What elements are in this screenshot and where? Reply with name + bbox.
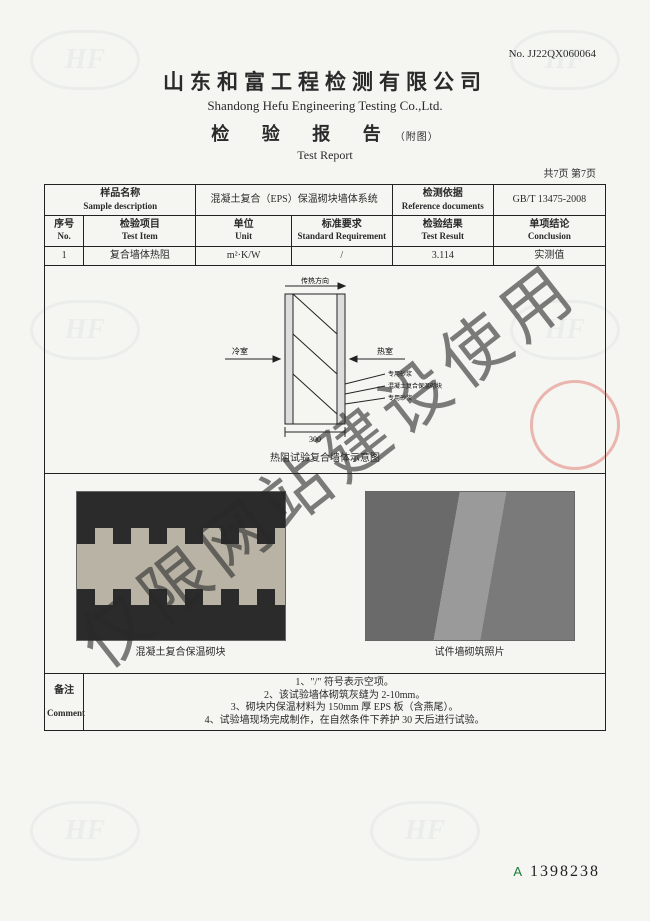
header-unit-cn: 单位 — [198, 219, 288, 232]
diagram-layer-1: 专用砂浆 — [388, 370, 412, 378]
header-item: 检验项目 Test Item — [84, 215, 196, 246]
header-std-cn: 标准要求 — [294, 219, 390, 232]
header-sample-en: Sample description — [47, 201, 193, 212]
comment-label-en: Comment — [47, 708, 81, 719]
comment-line: 1、"/" 符号表示空项。 — [86, 677, 603, 690]
company-name-en: Shandong Hefu Engineering Testing Co.,Lt… — [44, 98, 606, 114]
diagram-cold: 冷室 — [232, 346, 248, 356]
header-sample-cn: 样品名称 — [47, 188, 193, 201]
header-ref-cn: 检测依据 — [395, 188, 491, 201]
photos-cell: 混凝土复合保温砌块 试件墙砌筑照片 — [45, 474, 606, 674]
diagram-width: 300 — [309, 435, 321, 444]
header-ref: 检测依据 Reference documents — [392, 185, 493, 216]
header-unit: 单位 Unit — [196, 215, 291, 246]
diagram-layer-3: 专用砂浆 — [388, 394, 412, 402]
comment-label-cn: 备注 — [47, 685, 81, 698]
table-row: 备注 Comment 1、"/" 符号表示空项。 2、该试验墙体砌筑灰缝为 2-… — [45, 674, 606, 731]
header-concl: 单项结论 Conclusion — [493, 215, 605, 246]
comment-line: 4、试验墙现场完成制作，在自然条件下养护 30 天后进行试验。 — [86, 715, 603, 728]
header-ref-en: Reference documents — [395, 201, 491, 212]
cell-result: 3.114 — [392, 246, 493, 266]
report-title-annex: （附图） — [395, 132, 439, 143]
doc-no-label: No. — [509, 48, 525, 60]
header-std-en: Standard Requirement — [294, 231, 390, 242]
serial-value: 1398238 — [530, 863, 600, 880]
header-item-en: Test Item — [86, 231, 193, 242]
photo-block-right: 试件墙砌筑照片 — [336, 491, 603, 660]
cell-item: 复合墙体热阻 — [84, 246, 196, 266]
serial-prefix: A — [513, 864, 524, 879]
header-no: 序号 No. — [45, 215, 84, 246]
bg-logo: HF — [370, 801, 480, 861]
diagram-hot: 热室 — [377, 346, 393, 356]
header-result: 检验结果 Test Result — [392, 215, 493, 246]
document-number: No. JJ22QX060064 — [44, 48, 606, 60]
doc-no-value: JJ22QX060064 — [528, 48, 596, 60]
table-row: 传热方向 冷室 热室 300 专用砂浆 混凝土复合保温砌块 专用砂浆 热阻试验复… — [45, 266, 606, 474]
wall-diagram: 传热方向 冷室 热室 300 专用砂浆 混凝土复合保温砌块 专用砂浆 — [185, 274, 465, 449]
photo-wall — [365, 491, 575, 641]
page-info: 共7页 第7页 — [44, 165, 606, 180]
diagram-caption: 热阻试验复合墙体示意图 — [47, 453, 603, 466]
header-item-cn: 检验项目 — [86, 219, 193, 232]
header-unit-en: Unit — [198, 231, 288, 242]
table-row: 混凝土复合保温砌块 试件墙砌筑照片 — [45, 474, 606, 674]
comment-line: 3、砌块内保温材料为 150mm 厚 EPS 板（含燕尾）。 — [86, 702, 603, 715]
report-title-en: Test Report — [44, 148, 606, 163]
company-name-cn: 山东和富工程检测有限公司 — [44, 66, 606, 96]
header-no-en: No. — [47, 231, 81, 242]
photo-block-left: 混凝土复合保温砌块 — [47, 491, 314, 660]
diagram-heat-dir: 传热方向 — [301, 276, 329, 285]
header-result-cn: 检验结果 — [395, 219, 491, 232]
serial-number: A 1398238 — [513, 863, 600, 881]
header-result-en: Test Result — [395, 231, 491, 242]
bg-logo: HF — [30, 801, 140, 861]
header-sample: 样品名称 Sample description — [45, 185, 196, 216]
table-row: 序号 No. 检验项目 Test Item 单位 Unit 标准要求 Stand… — [45, 215, 606, 246]
comment-label: 备注 Comment — [45, 674, 84, 731]
sample-value: 混凝土复合（EPS）保温砌块墙体系统 — [196, 185, 392, 216]
report-title-text: 检 验 报 告 — [211, 124, 395, 144]
comment-line: 2、该试验墙体砌筑灰缝为 2-10mm。 — [86, 690, 603, 703]
cell-unit: m²·K/W — [196, 246, 291, 266]
diagram-layer-2: 混凝土复合保温砌块 — [388, 382, 442, 390]
ref-value: GB/T 13475-2008 — [493, 185, 605, 216]
photo-left-caption: 混凝土复合保温砌块 — [136, 647, 226, 660]
cell-concl: 实测值 — [493, 246, 605, 266]
header-std: 标准要求 Standard Requirement — [291, 215, 392, 246]
table-row: 样品名称 Sample description 混凝土复合（EPS）保温砌块墙体… — [45, 185, 606, 216]
report-table: 样品名称 Sample description 混凝土复合（EPS）保温砌块墙体… — [44, 184, 606, 731]
table-row: 1 复合墙体热阻 m²·K/W / 3.114 实测值 — [45, 246, 606, 266]
header-no-cn: 序号 — [47, 219, 81, 232]
diagram-cell: 传热方向 冷室 热室 300 专用砂浆 混凝土复合保温砌块 专用砂浆 热阻试验复… — [45, 266, 606, 474]
report-title-cn: 检 验 报 告（附图） — [44, 120, 606, 146]
cell-no: 1 — [45, 246, 84, 266]
photo-eps-block — [76, 491, 286, 641]
cell-std: / — [291, 246, 392, 266]
comment-body: 1、"/" 符号表示空项。 2、该试验墙体砌筑灰缝为 2-10mm。 3、砌块内… — [84, 674, 606, 731]
photo-right-caption: 试件墙砌筑照片 — [435, 647, 505, 660]
header-concl-en: Conclusion — [496, 231, 603, 242]
header-concl-cn: 单项结论 — [496, 219, 603, 232]
red-seal-icon — [530, 380, 620, 470]
